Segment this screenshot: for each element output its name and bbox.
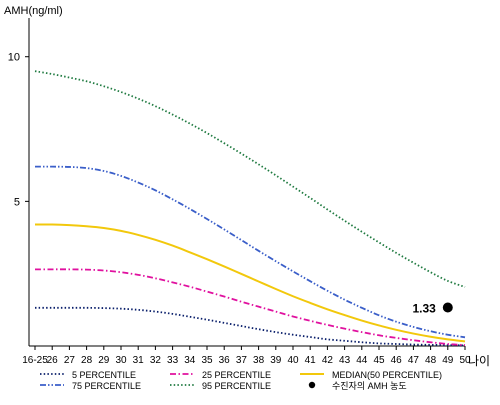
- series-line-75-percentile: [34, 165, 466, 339]
- legend-swatch-patient: [308, 381, 316, 389]
- x-tick-label: 45: [373, 355, 385, 366]
- patient-value-label: 1.33: [412, 302, 436, 316]
- y-tick-label: 5: [14, 196, 20, 208]
- series-line-5-percentile: [35, 306, 466, 347]
- x-tick-label: 46: [391, 355, 403, 366]
- series-lines: [34, 70, 466, 347]
- x-tick-label: 37: [236, 355, 248, 366]
- x-tick-label: 26: [47, 355, 59, 366]
- x-tick-label: 49: [442, 355, 454, 366]
- series-line-95-percentile: [34, 70, 466, 288]
- x-tick-label: 39: [270, 355, 282, 366]
- y-tick-label: 10: [8, 52, 20, 64]
- x-tick-label: 30: [115, 355, 127, 366]
- series-line-median-50-percentile: [34, 223, 466, 343]
- x-tick-label: 44: [356, 355, 368, 366]
- legend-label-75-percentile: 75 PERCENTILE: [72, 381, 141, 391]
- x-tick-label: 40: [287, 355, 299, 366]
- x-tick-label: 50: [459, 355, 471, 366]
- y-axis-label: AMH(ng/ml): [4, 5, 63, 17]
- x-tick-label: 27: [64, 355, 76, 366]
- series-line-25-percentile: [34, 268, 466, 347]
- x-tick-label: 47: [408, 355, 420, 366]
- x-tick-label: 38: [253, 355, 265, 366]
- x-tick-label: 43: [339, 355, 351, 366]
- x-tick-label: 35: [201, 355, 213, 366]
- x-tick-label: 32: [150, 355, 162, 366]
- x-tick-label: 28: [81, 355, 93, 366]
- x-tick-label: 41: [305, 355, 317, 366]
- legend-label-patient: 수진자의 AMH 농도: [332, 381, 407, 391]
- x-tick-label: 16-25: [22, 355, 48, 366]
- legend-label-median-50-percentile: MEDIAN(50 PERCENTILE): [332, 370, 442, 380]
- x-tick-label: 29: [98, 355, 110, 366]
- x-tick-label: 33: [167, 355, 179, 366]
- legend-label-5-percentile: 5 PERCENTILE: [72, 370, 136, 380]
- legend-label-95-percentile: 95 PERCENTILE: [202, 381, 271, 391]
- legend: 5 PERCENTILE 25 PERCENTILE MEDIAN(50 PERCE…: [40, 370, 442, 391]
- x-tick-label: 31: [133, 355, 145, 366]
- x-axis-label: 나이: [468, 354, 490, 368]
- x-tick-label: 42: [322, 355, 334, 366]
- x-tick-label: 34: [184, 355, 196, 366]
- x-tick-label: 48: [425, 355, 437, 366]
- x-tick-label: 36: [219, 355, 231, 366]
- patient-marker-group: 1.33: [412, 302, 453, 316]
- patient-marker: [442, 302, 453, 313]
- legend-label-25-percentile: 25 PERCENTILE: [202, 370, 271, 380]
